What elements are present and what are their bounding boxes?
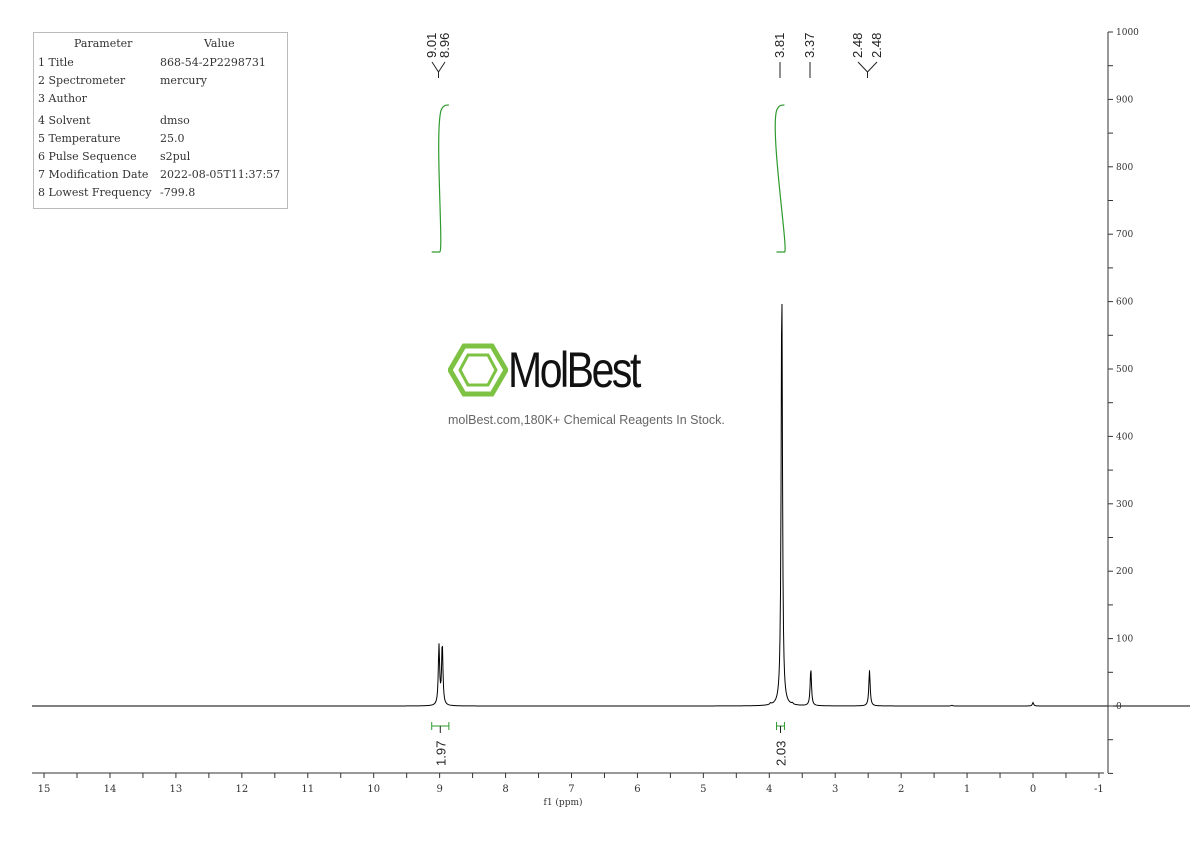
y-tick-label: 800 [1116,163,1133,173]
watermark-logo: MolBest [447,342,641,402]
spectrum-line [32,303,1190,707]
brand-name: MolBest [508,342,641,398]
y-tick-label: 300 [1116,500,1133,510]
x-axis-label: f1 (ppm) [544,797,583,808]
x-tick-label: 14 [104,784,117,795]
param-name: 6 Pulse Sequence [38,150,137,163]
param-name: 2 Spectrometer [38,74,126,87]
param-name: 7 Modification Date [38,168,149,181]
peak-label: 2.48 [850,33,865,58]
param-value: 25.0 [160,132,185,145]
x-tick-label: 3 [832,784,838,795]
integral-value: 2.03 [773,741,788,766]
watermark-tagline: molBest.com,180K+ Chemical Reagents In S… [448,413,725,427]
x-tick-label: 6 [634,784,640,795]
param-name: 5 Temperature [38,132,121,145]
x-tick-label: 1 [964,784,970,795]
x-tick-label: 4 [766,784,772,795]
parameter-table: Parameter Value 1 Title 868-54-2P2298731 2… [33,32,288,209]
y-tick-label: 0 [1116,702,1122,712]
x-tick-label: 0 [1030,784,1036,795]
y-tick-label: 1000 [1116,28,1139,38]
peak-marker [431,61,446,78]
y-tick-label: 400 [1116,432,1133,442]
param-name: 4 Solvent [38,114,91,127]
param-value: 2022-08-05T11:37:57 [160,168,281,181]
param-name: 3 Author [38,92,87,105]
y-tick-label: 700 [1116,230,1133,240]
y-tick-label: 100 [1116,635,1133,645]
x-tick-label: 11 [301,784,314,795]
param-value: s2pul [160,150,191,163]
x-tick-label: 12 [235,784,248,795]
peak-label: 3.81 [772,33,787,58]
peak-marker [857,61,878,78]
y-tick-label: 900 [1116,95,1133,105]
integral-curve [431,104,449,253]
x-tick-label: 15 [38,784,51,795]
param-name: 1 Title [38,56,74,69]
integral-curve [774,104,786,253]
hexagon-logo-icon [447,343,509,397]
param-value: 868-54-2P2298731 [160,56,266,69]
y-tick-label: 200 [1116,567,1133,577]
x-tick-label: 9 [436,784,442,795]
x-tick-label: 5 [700,784,706,795]
integral-value: 1.97 [433,741,448,766]
peak-label: 8.96 [437,33,452,58]
param-name: 8 Lowest Frequency [38,186,152,199]
param-value: mercury [160,74,207,87]
peak-label: 2.48 [869,33,884,58]
x-tick-label: 7 [568,784,574,795]
x-tick-label: 13 [170,784,183,795]
x-tick-label: -1 [1094,784,1104,795]
param-value: dmso [160,114,190,127]
value-header: Value [204,37,235,50]
param-value: -799.8 [160,186,196,199]
peak-label: 9.01 [424,33,439,58]
y-tick-label: 600 [1116,298,1133,308]
x-tick-label: 2 [898,784,904,795]
x-tick-label: 8 [502,784,508,795]
x-tick-label: 10 [367,784,380,795]
param-header: Parameter [74,37,133,50]
peak-label: 3.37 [802,33,817,58]
y-tick-label: 500 [1116,365,1133,375]
